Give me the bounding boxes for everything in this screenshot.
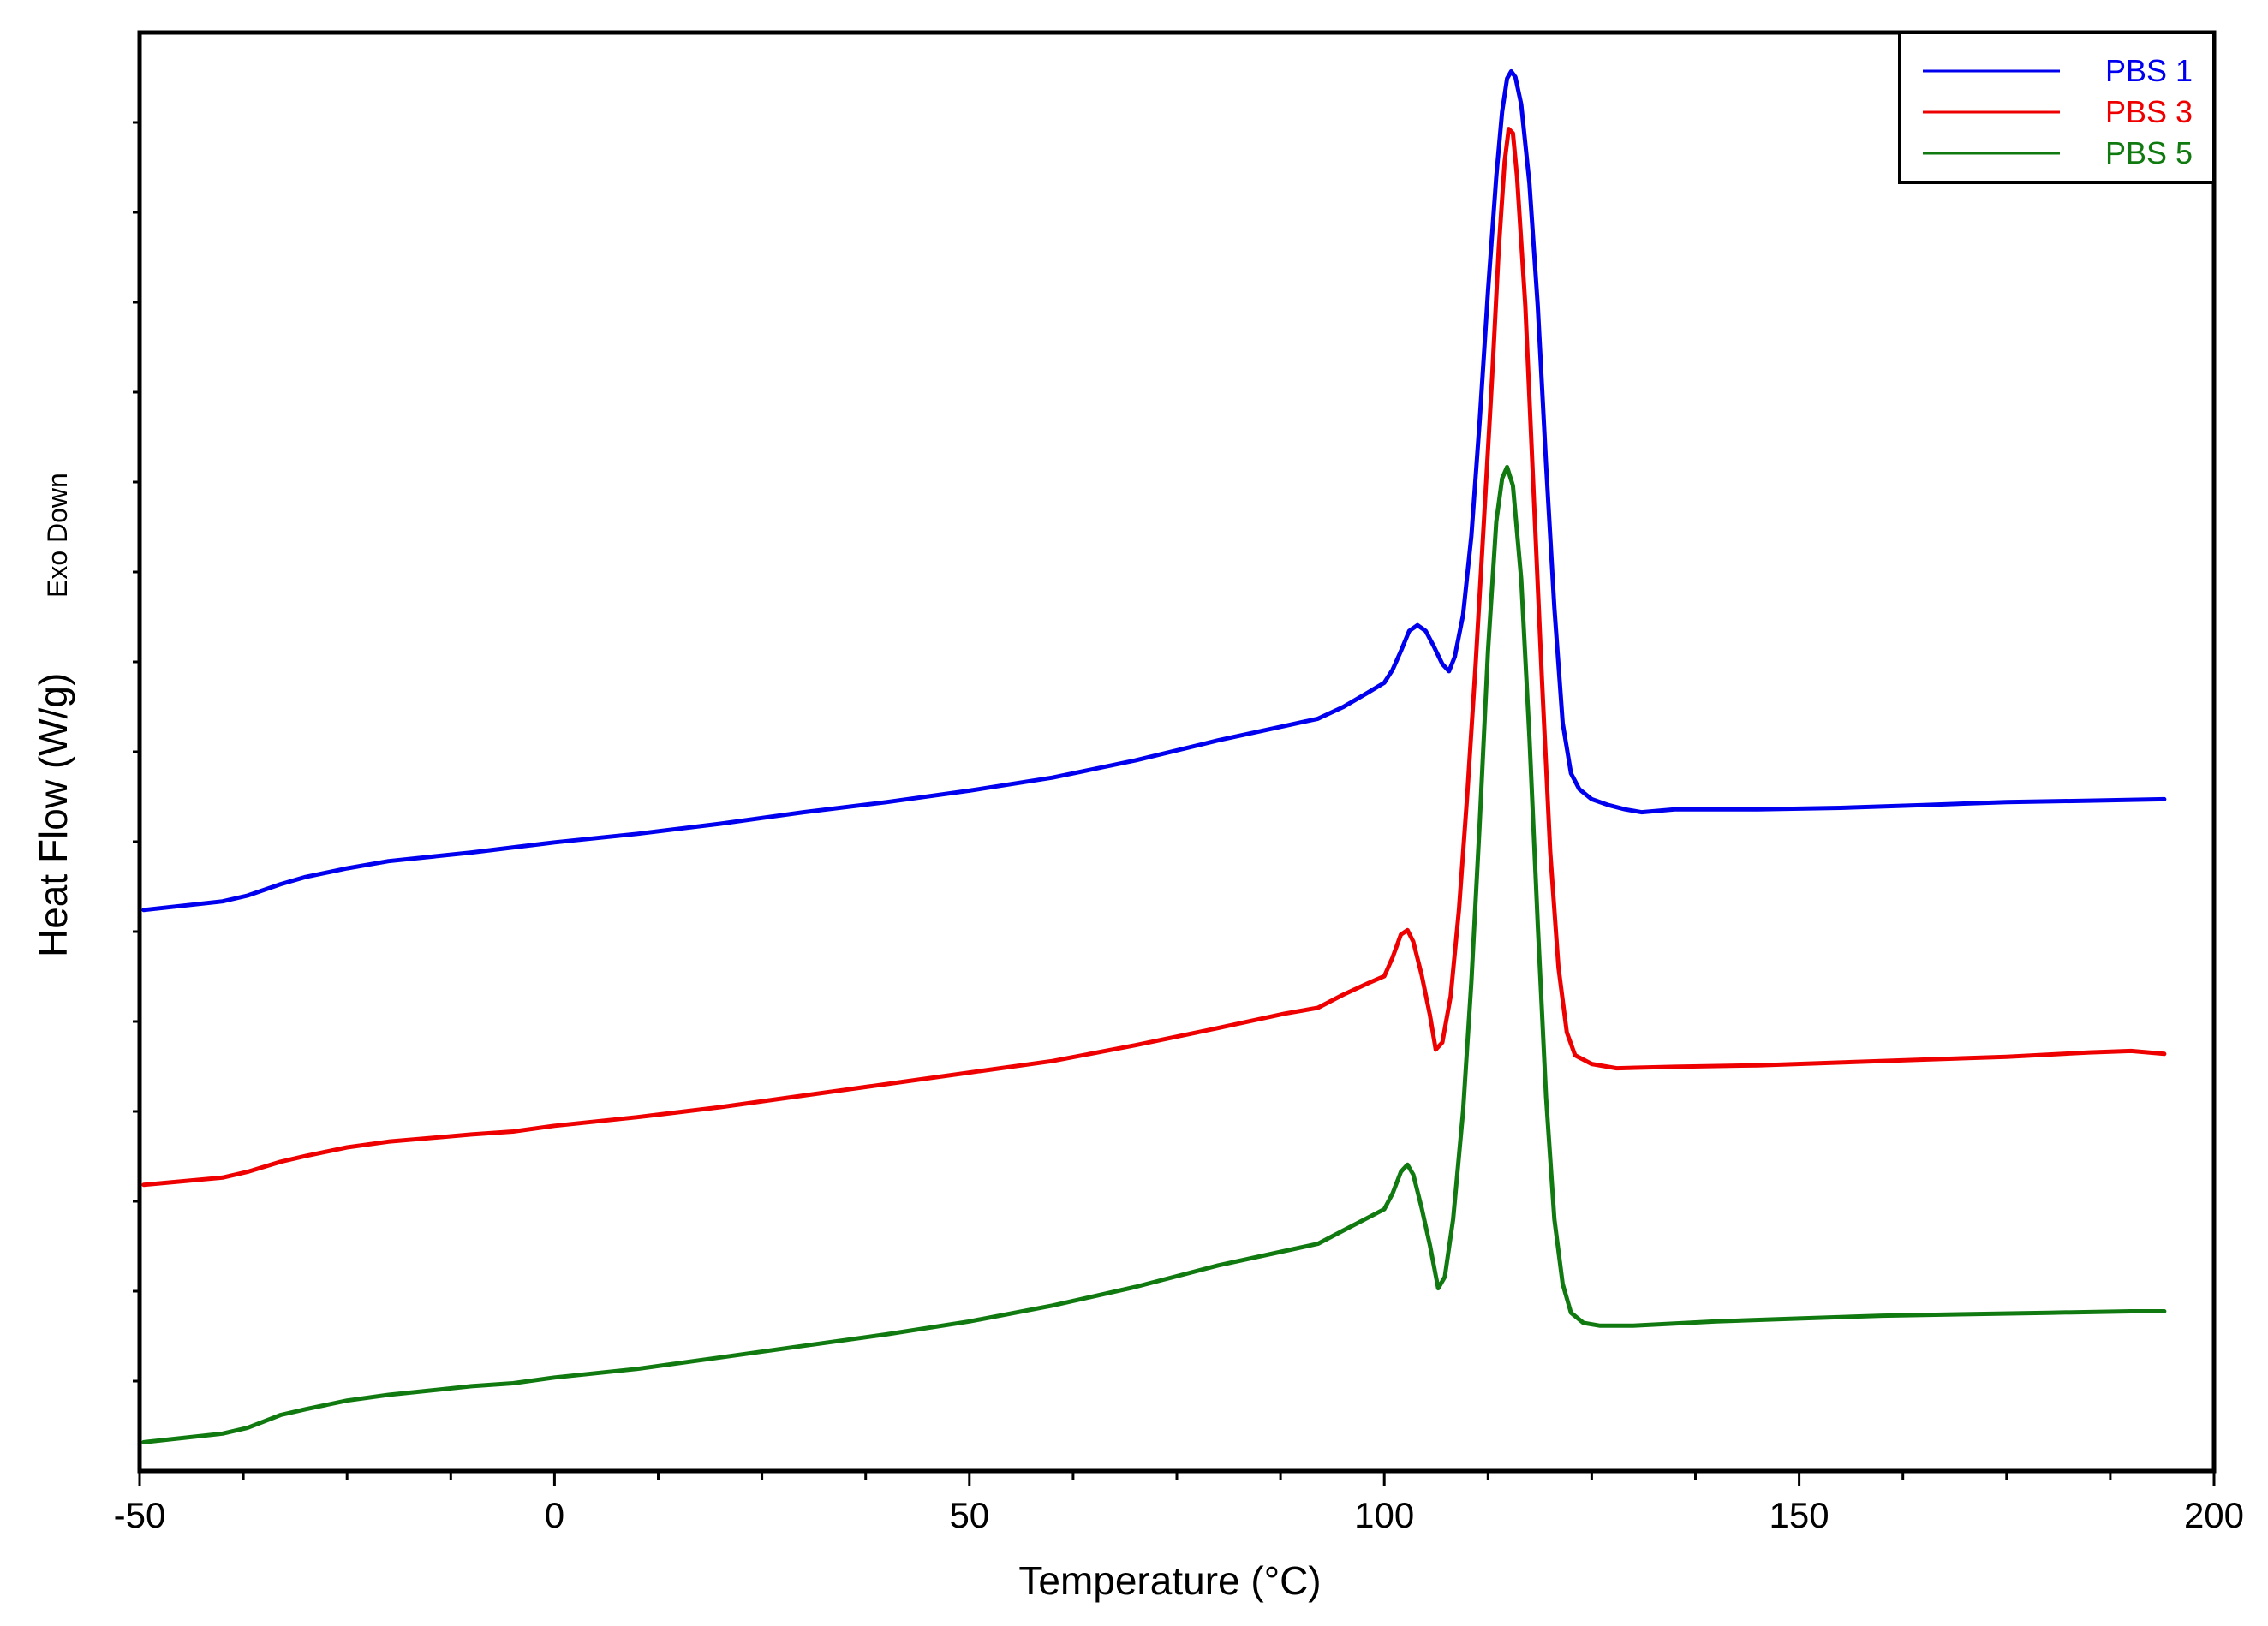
x-tick-label: 0 bbox=[545, 1495, 564, 1535]
y-axis-note: Exo Down bbox=[42, 473, 73, 598]
legend-box bbox=[1898, 31, 2216, 184]
x-axis-title: Temperature (°C) bbox=[1018, 1558, 1321, 1603]
y-axis-ticks bbox=[133, 121, 140, 1383]
x-axis-ticks: -50 0 50 100 150 200 bbox=[114, 1471, 2244, 1535]
series-line-pbs5 bbox=[141, 464, 2167, 1444]
legend-label-pbs5: PBS 5 bbox=[2105, 135, 2193, 170]
x-tick-label: 100 bbox=[1354, 1495, 1414, 1535]
series-line-pbs3 bbox=[141, 127, 2167, 1188]
legend-label-pbs3: PBS 3 bbox=[2105, 94, 2193, 129]
legend: PBS 1 PBS 3 PBS 5 bbox=[1898, 31, 2216, 184]
legend-label-pbs1: PBS 1 bbox=[2105, 53, 2193, 88]
x-tick-label: 50 bbox=[949, 1495, 989, 1535]
x-tick-label: 150 bbox=[1770, 1495, 1829, 1535]
y-axis-title: Heat Flow (W/g) bbox=[31, 673, 75, 957]
x-tick-label: -50 bbox=[114, 1495, 166, 1535]
x-tick-label: 200 bbox=[2184, 1495, 2244, 1535]
series-line-pbs1 bbox=[141, 68, 2167, 913]
series-layer bbox=[141, 68, 2167, 1444]
